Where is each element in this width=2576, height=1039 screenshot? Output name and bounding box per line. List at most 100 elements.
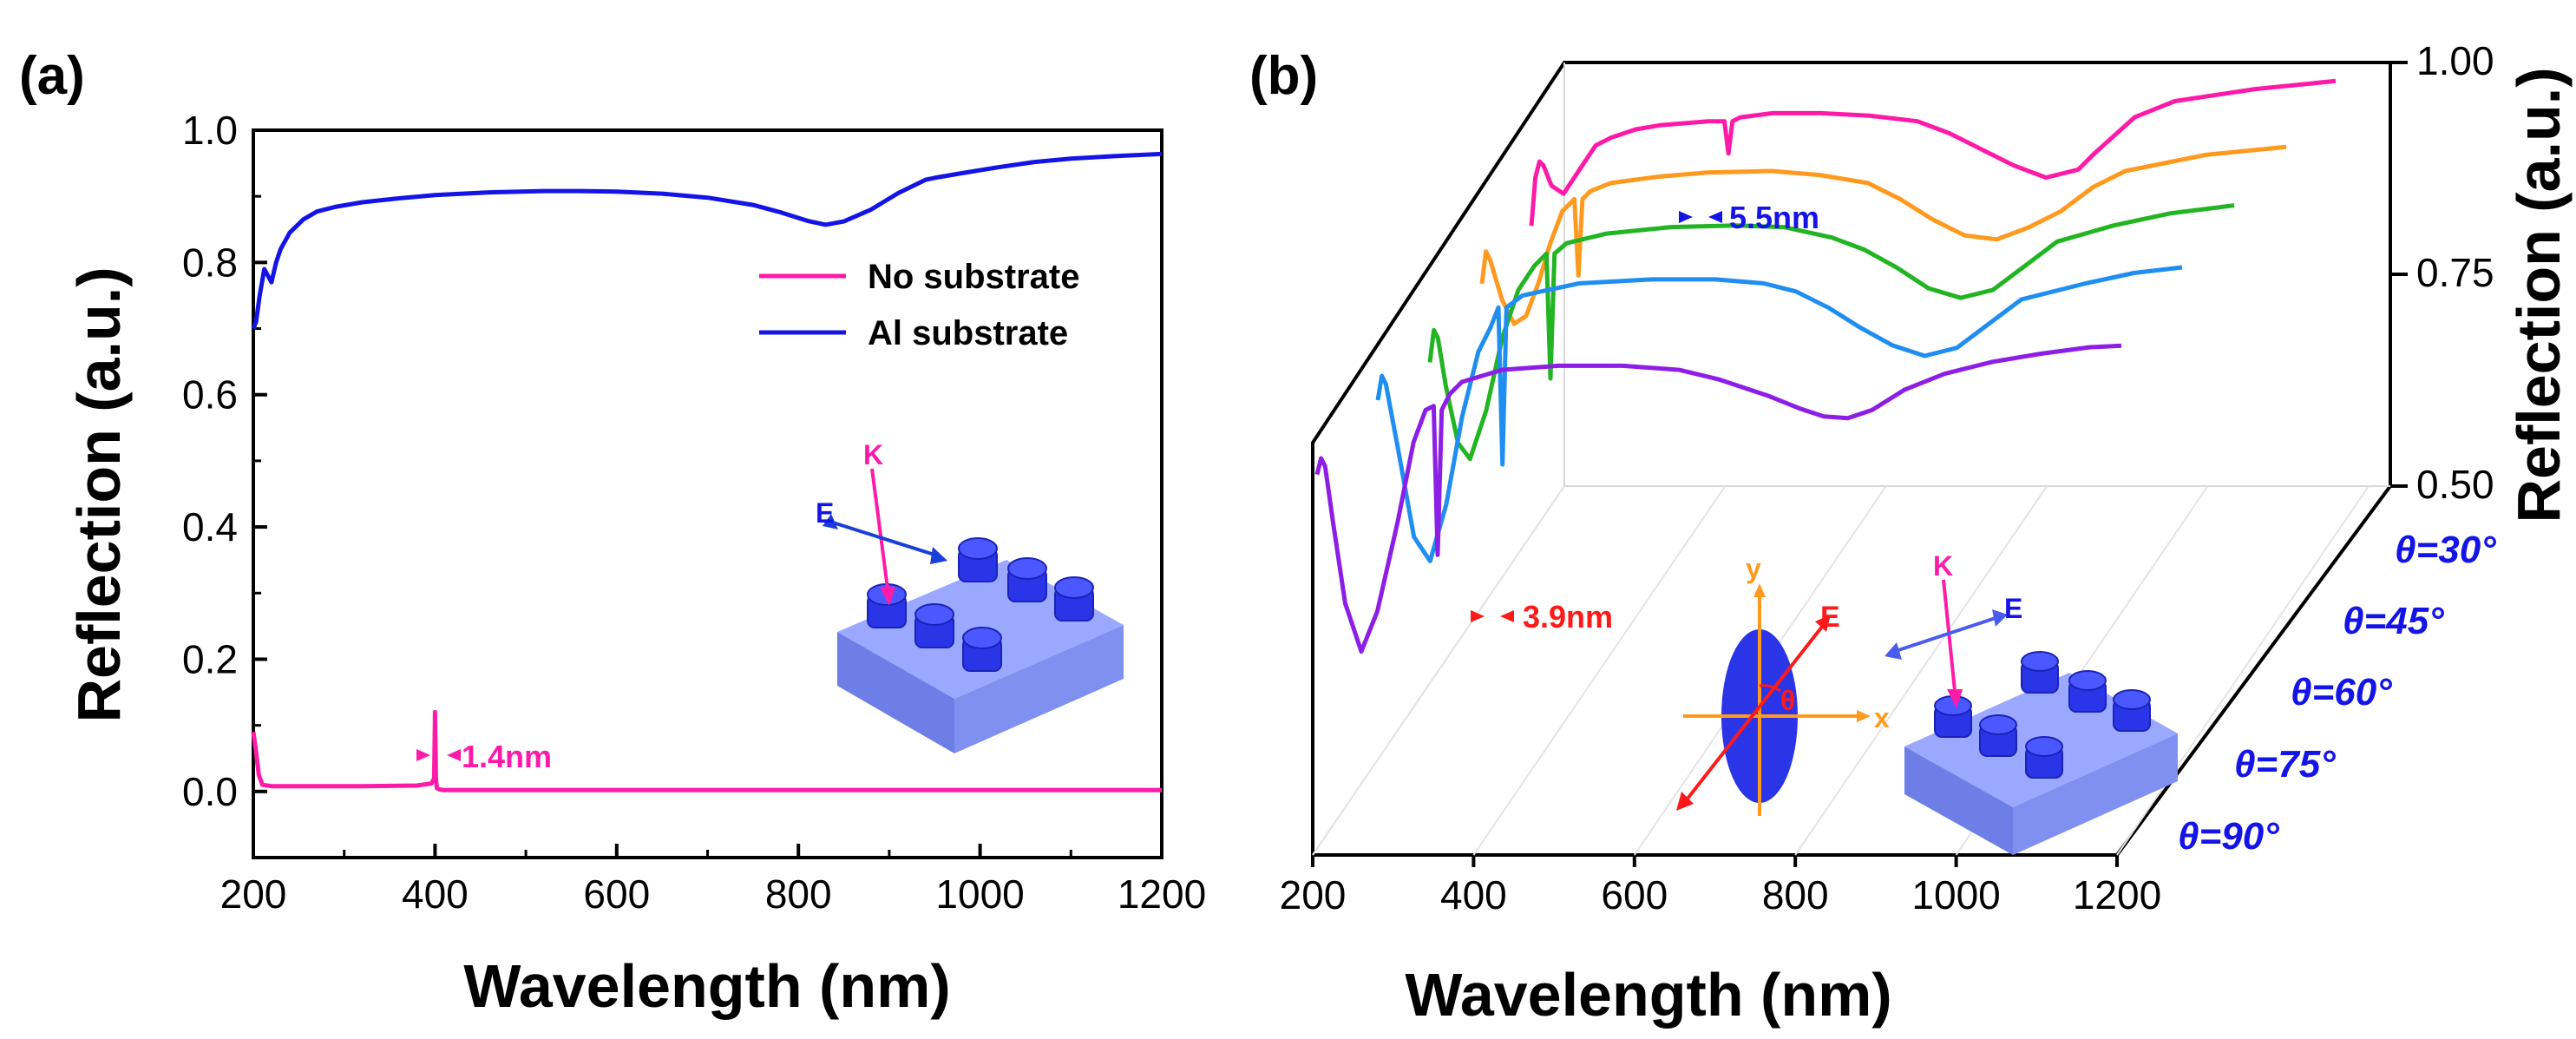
inset-b-k-label: K bbox=[1933, 550, 1953, 582]
depth-gridline bbox=[1794, 485, 2048, 856]
k-vector-arrow bbox=[870, 468, 889, 589]
panel-b-annotation-bottom: 3.9nm bbox=[1471, 599, 1613, 635]
z-tick-label: 0.75 bbox=[2416, 250, 2494, 295]
series-line-theta-90 bbox=[1314, 343, 2122, 654]
e-arrowhead-right-icon bbox=[930, 547, 947, 564]
e-arrowhead-up-icon bbox=[1815, 615, 1831, 632]
angle-label-30: θ=30° bbox=[2395, 529, 2496, 571]
e-field-line bbox=[1686, 625, 1824, 800]
depth-gridline bbox=[1472, 485, 1727, 856]
y-tick-label: 0.0 bbox=[182, 769, 238, 814]
inset-x-label: x bbox=[1874, 702, 1890, 733]
x-tick-label: 200 bbox=[220, 871, 287, 917]
inset-a-e-label: E bbox=[816, 497, 834, 529]
y-tick-label: 0.8 bbox=[182, 240, 238, 285]
e-arrowhead-left-icon bbox=[823, 514, 838, 529]
e-arrowhead-right-icon bbox=[1992, 609, 2008, 627]
series-line-theta-60 bbox=[1427, 203, 2235, 462]
panel-b-polarization-inset: x y E θ bbox=[1676, 553, 1890, 816]
arrow-right-icon bbox=[1471, 610, 1485, 622]
e-arrowhead-down-icon bbox=[1676, 792, 1694, 811]
x-tick-label: 200 bbox=[1280, 872, 1347, 917]
e-vector-arrow bbox=[1895, 616, 1996, 653]
panel-a-inset-metasurface: K E bbox=[816, 439, 1124, 753]
substrate-left-face bbox=[837, 632, 954, 753]
series-line-theta-75 bbox=[1375, 265, 2183, 563]
angle-label-60: θ=60° bbox=[2291, 671, 2392, 713]
arrow-right-icon bbox=[416, 749, 430, 761]
k-arrowhead-icon bbox=[880, 587, 895, 606]
theta-arc-icon bbox=[1759, 684, 1781, 693]
series-line-no-substrate bbox=[251, 709, 1162, 792]
y-tick-label: 1.0 bbox=[182, 108, 238, 153]
z-tick-label: 0.50 bbox=[2416, 462, 2494, 507]
e-arrowhead-left-icon bbox=[1884, 642, 1902, 660]
panel-b-angle-labels: θ=30° θ=45° θ=60° θ=75° θ=90° bbox=[2178, 529, 2496, 858]
k-arrowhead-icon bbox=[1947, 689, 1963, 708]
inset-e-label: E bbox=[1820, 601, 1840, 634]
x-tick-label: 1000 bbox=[935, 871, 1024, 917]
series-line-al-substrate bbox=[251, 151, 1163, 330]
legend-label-al-substrate: Al substrate bbox=[868, 314, 1068, 352]
panel-b-annotation-top: 5.5nm bbox=[1679, 200, 1819, 235]
series-line-theta-30 bbox=[1529, 78, 2337, 227]
x-tick-label: 600 bbox=[583, 871, 650, 917]
panel-b-zlabel: Reflection (a.u.) bbox=[2505, 67, 2573, 523]
legend-label-no-substrate: No substrate bbox=[868, 258, 1080, 296]
x-arrowhead-icon bbox=[1857, 710, 1871, 722]
arrow-left-icon bbox=[1500, 610, 1514, 622]
substrate-left-face bbox=[1904, 746, 2013, 855]
panel-b-annotation-top-label: 5.5nm bbox=[1729, 200, 1819, 235]
panel-b-annotation-bottom-label: 3.9nm bbox=[1523, 599, 1613, 635]
x-tick-label: 1200 bbox=[2073, 872, 2161, 917]
y-tick-label: 0.4 bbox=[182, 504, 238, 549]
depth-gridline bbox=[2116, 485, 2370, 856]
x-tick-label: 800 bbox=[1762, 872, 1829, 917]
y-tick-label: 0.2 bbox=[182, 636, 238, 681]
panel-b-ticks: 200 400 600 800 1000 1200 bbox=[1280, 485, 2370, 917]
pillars-icon bbox=[867, 537, 1094, 672]
k-vector-arrow bbox=[1942, 579, 1957, 692]
panel-b-zaxis: 1.00 0.75 0.50 Reflection (a.u.) bbox=[2390, 38, 2573, 523]
panel-a-frame bbox=[252, 128, 1163, 859]
angle-label-75: θ=75° bbox=[2234, 743, 2336, 786]
panel-a-legend: No substrate Al substrate bbox=[759, 258, 1080, 352]
panel-a-lines bbox=[251, 151, 1163, 792]
panel-a-label: (a) bbox=[19, 46, 85, 106]
panel-a-ylabel: Reflection (a.u.) bbox=[65, 266, 133, 722]
inset-theta-label: θ bbox=[1780, 685, 1795, 716]
x-tick-label: 400 bbox=[1440, 872, 1507, 917]
panel-b: (b) 200 400 600 800 1000 1200 1.00 0.75 0.50 … bbox=[1249, 38, 2573, 1029]
x-tick-label: 1000 bbox=[1911, 872, 2000, 917]
panel-a-annotation-label: 1.4nm bbox=[462, 739, 552, 774]
series-line-theta-45 bbox=[1479, 144, 2287, 326]
panel-b-inset-metasurface: K E bbox=[1884, 550, 2178, 855]
panel-b-xlabel: Wavelength (nm) bbox=[1405, 961, 1891, 1029]
arrow-right-icon bbox=[1679, 211, 1693, 223]
angle-label-90: θ=90° bbox=[2178, 815, 2279, 858]
y-tick-label: 0.6 bbox=[182, 372, 238, 418]
y-arrowhead-icon bbox=[1753, 583, 1766, 597]
angle-label-45: θ=45° bbox=[2343, 600, 2444, 642]
substrate-right-face bbox=[954, 625, 1124, 753]
x-tick-label: 800 bbox=[765, 871, 832, 917]
x-tick-label: 600 bbox=[1601, 872, 1668, 917]
substrate-right-face bbox=[2013, 733, 2178, 855]
z-tick-label: 1.00 bbox=[2416, 38, 2494, 83]
depth-gridline bbox=[1312, 485, 1565, 856]
panel-b-label: (b) bbox=[1249, 46, 1318, 106]
x-tick-label: 400 bbox=[402, 871, 469, 917]
x-tick-label: 1200 bbox=[1118, 871, 1206, 917]
arrow-left-icon bbox=[447, 749, 461, 761]
arrow-left-icon bbox=[1708, 211, 1722, 223]
pillars-icon bbox=[1934, 651, 2151, 779]
panel-a-linewidth-annotation: 1.4nm bbox=[416, 739, 552, 774]
inset-a-k-label: K bbox=[863, 439, 883, 470]
panel-a-xlabel: Wavelength (nm) bbox=[463, 952, 950, 1020]
inset-y-label: y bbox=[1746, 553, 1761, 584]
inset-b-e-label: E bbox=[2004, 593, 2022, 624]
e-vector-arrow bbox=[832, 521, 938, 557]
panel-b-lines bbox=[1314, 78, 2337, 654]
panel-a: (a) 200 400 600 800 1000 1200 0.0 0.2 0.4 0.6 0.8 1… bbox=[19, 46, 1206, 1020]
